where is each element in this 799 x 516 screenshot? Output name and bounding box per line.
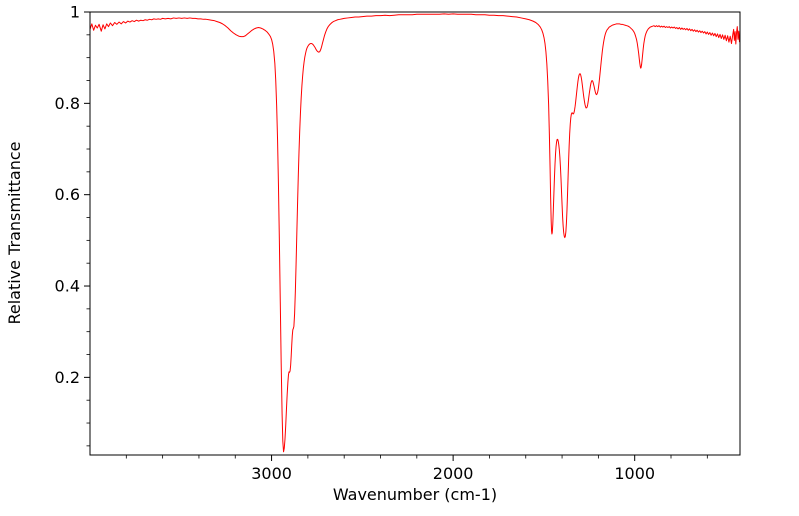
y-axis-label: Relative Transmittance: [5, 141, 24, 324]
chart-layer: 3000 2000 1000 0.2 0.4 0.6 0.8 1: [55, 3, 741, 483]
y-tick-label: 0.8: [55, 94, 80, 113]
spectrum-line: [89, 13, 741, 453]
axes-border: [89, 11, 741, 456]
x-tick-label: 2000: [433, 464, 474, 483]
x-tick-label: 1000: [614, 464, 655, 483]
x-tick-label: 3000: [251, 464, 292, 483]
y-tick-label: 0.2: [55, 368, 80, 387]
y-tick-label: 1: [70, 3, 80, 22]
y-tick-label: 0.4: [55, 277, 80, 296]
x-axis-label: Wavenumber (cm-1): [333, 485, 497, 504]
y-tick-label: 0.6: [55, 185, 80, 204]
